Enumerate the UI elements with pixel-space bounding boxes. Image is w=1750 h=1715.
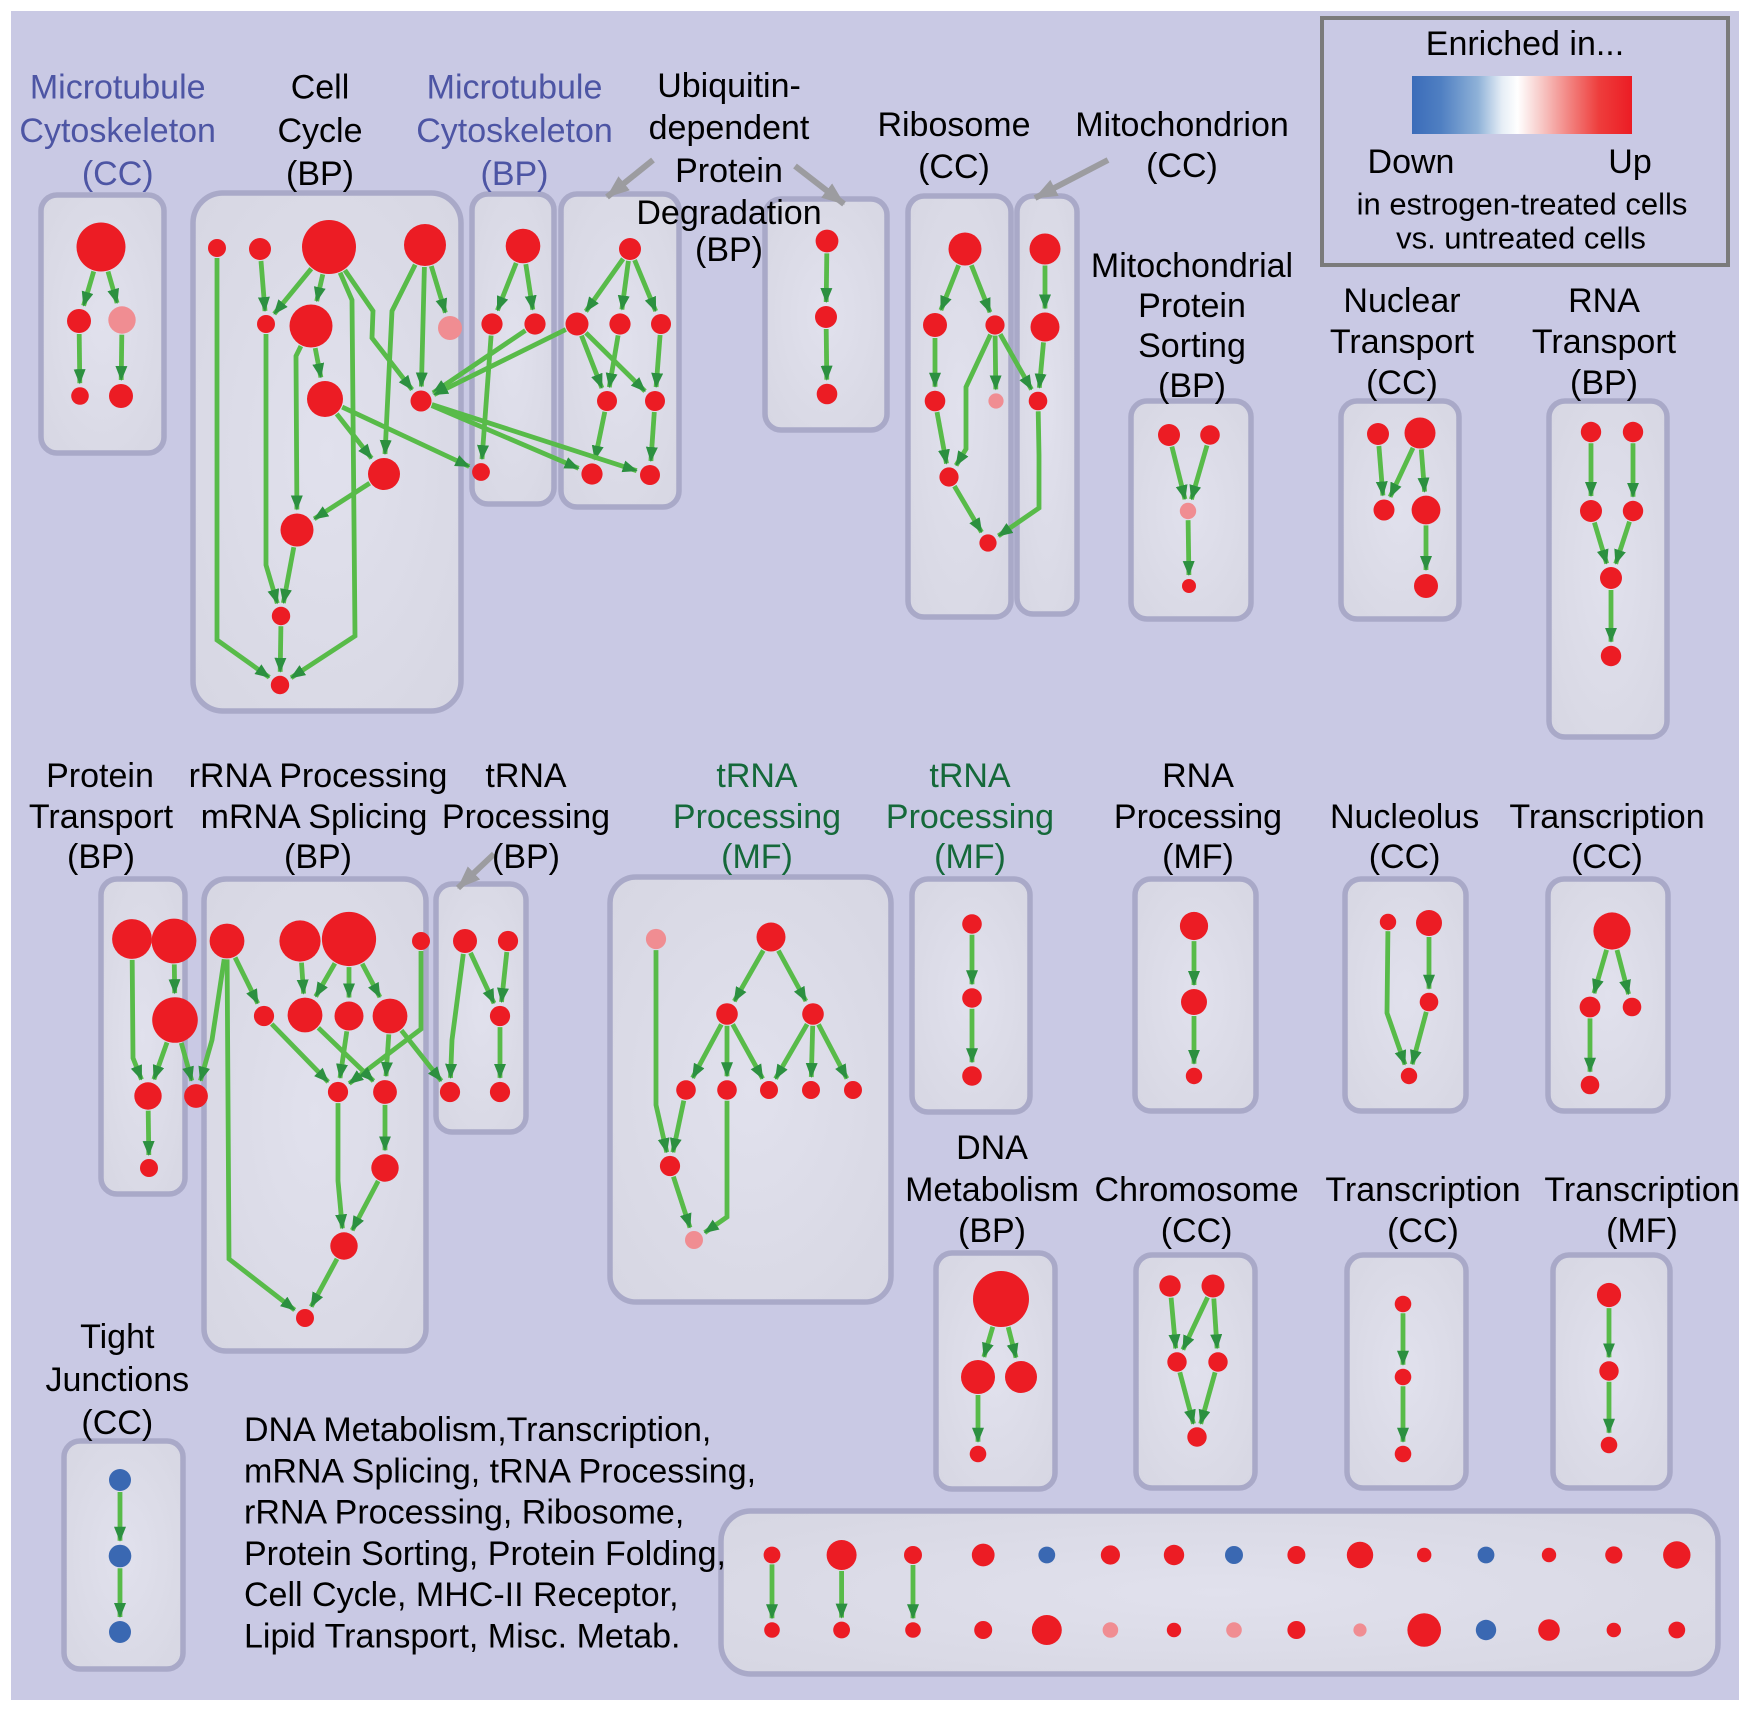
svg-text:rRNA Processing, Ribosome,: rRNA Processing, Ribosome,	[244, 1494, 684, 1532]
svg-text:Down: Down	[1368, 143, 1455, 181]
svg-text:rRNA Processing: rRNA Processing	[189, 757, 448, 795]
svg-text:Tight: Tight	[80, 1318, 155, 1356]
svg-text:tRNA: tRNA	[929, 757, 1011, 795]
svg-text:Transport: Transport	[1532, 323, 1677, 361]
svg-text:DNA Metabolism,Transcription,: DNA Metabolism,Transcription,	[244, 1411, 711, 1449]
svg-text:Protein: Protein	[46, 757, 154, 795]
svg-text:(CC): (CC)	[1571, 838, 1643, 876]
svg-text:Processing: Processing	[442, 798, 610, 836]
svg-text:Sorting: Sorting	[1138, 327, 1246, 365]
svg-text:Enriched in...: Enriched in...	[1426, 25, 1624, 63]
svg-text:Processing: Processing	[673, 798, 841, 836]
svg-text:(BP): (BP)	[958, 1212, 1026, 1250]
svg-text:Junctions: Junctions	[45, 1361, 189, 1399]
svg-text:(CC): (CC)	[81, 1404, 153, 1442]
svg-text:(CC): (CC)	[1146, 147, 1218, 185]
svg-text:(CC): (CC)	[1387, 1212, 1459, 1250]
svg-text:Protein: Protein	[675, 152, 783, 190]
svg-text:Up: Up	[1608, 143, 1651, 181]
svg-text:(BP): (BP)	[492, 838, 560, 876]
svg-text:Degradation: Degradation	[636, 194, 821, 232]
svg-text:Transport: Transport	[29, 798, 174, 836]
svg-text:(MF): (MF)	[1606, 1212, 1678, 1250]
svg-text:Ribosome: Ribosome	[877, 106, 1030, 144]
svg-text:(BP): (BP)	[284, 838, 352, 876]
svg-text:dependent: dependent	[649, 109, 810, 147]
svg-text:(MF): (MF)	[1162, 838, 1234, 876]
svg-text:(CC): (CC)	[82, 155, 154, 193]
svg-text:DNA: DNA	[956, 1129, 1028, 1167]
svg-text:Transport: Transport	[1330, 323, 1475, 361]
svg-text:RNA: RNA	[1162, 757, 1234, 795]
svg-text:(BP): (BP)	[286, 155, 354, 193]
svg-text:vs. untreated cells: vs. untreated cells	[1396, 221, 1646, 256]
svg-text:(CC): (CC)	[1161, 1212, 1233, 1250]
svg-text:(CC): (CC)	[918, 148, 990, 186]
svg-text:mRNA Splicing: mRNA Splicing	[201, 798, 428, 836]
svg-text:Transcription: Transcription	[1544, 1171, 1739, 1209]
svg-text:Transcription: Transcription	[1509, 798, 1704, 836]
svg-text:(BP): (BP)	[1158, 367, 1226, 405]
svg-text:Protein: Protein	[1138, 287, 1246, 325]
svg-text:Transcription: Transcription	[1325, 1171, 1520, 1209]
svg-text:Microtubule: Microtubule	[427, 69, 603, 107]
svg-text:Protein Sorting, Protein Foldi: Protein Sorting, Protein Folding,	[244, 1535, 726, 1573]
svg-text:Chromosome: Chromosome	[1095, 1171, 1299, 1209]
svg-text:(BP): (BP)	[481, 155, 549, 193]
svg-text:Cell: Cell	[291, 69, 350, 107]
svg-text:mRNA Splicing, tRNA Processing: mRNA Splicing, tRNA Processing,	[244, 1452, 756, 1490]
svg-text:(MF): (MF)	[934, 838, 1006, 876]
svg-text:(BP): (BP)	[67, 838, 135, 876]
svg-text:Cycle: Cycle	[277, 112, 362, 150]
svg-text:Processing: Processing	[1114, 798, 1282, 836]
svg-text:tRNA: tRNA	[485, 757, 567, 795]
svg-text:Ubiquitin-: Ubiquitin-	[657, 67, 801, 105]
svg-text:Cytoskeleton: Cytoskeleton	[19, 112, 216, 150]
svg-text:Mitochondrial: Mitochondrial	[1091, 247, 1293, 285]
svg-text:(BP): (BP)	[1570, 364, 1638, 402]
svg-text:RNA: RNA	[1568, 282, 1640, 320]
svg-text:Nuclear: Nuclear	[1343, 282, 1460, 320]
svg-text:Mitochondrion: Mitochondrion	[1075, 106, 1289, 144]
svg-text:Nucleolus: Nucleolus	[1330, 798, 1479, 836]
svg-text:(BP): (BP)	[695, 231, 763, 269]
svg-text:in estrogen-treated cells: in estrogen-treated cells	[1357, 187, 1688, 222]
svg-text:Cytoskeleton: Cytoskeleton	[416, 112, 613, 150]
svg-text:(CC): (CC)	[1366, 364, 1438, 402]
svg-text:Microtubule: Microtubule	[30, 69, 206, 107]
svg-text:Lipid Transport, Misc. Metab.: Lipid Transport, Misc. Metab.	[244, 1618, 681, 1656]
svg-text:Cell Cycle, MHC-II Receptor,: Cell Cycle, MHC-II Receptor,	[244, 1576, 679, 1614]
svg-text:Metabolism: Metabolism	[905, 1171, 1079, 1209]
svg-text:Processing: Processing	[886, 798, 1054, 836]
svg-text:(CC): (CC)	[1369, 838, 1441, 876]
svg-text:tRNA: tRNA	[716, 757, 798, 795]
svg-text:(MF): (MF)	[721, 838, 793, 876]
